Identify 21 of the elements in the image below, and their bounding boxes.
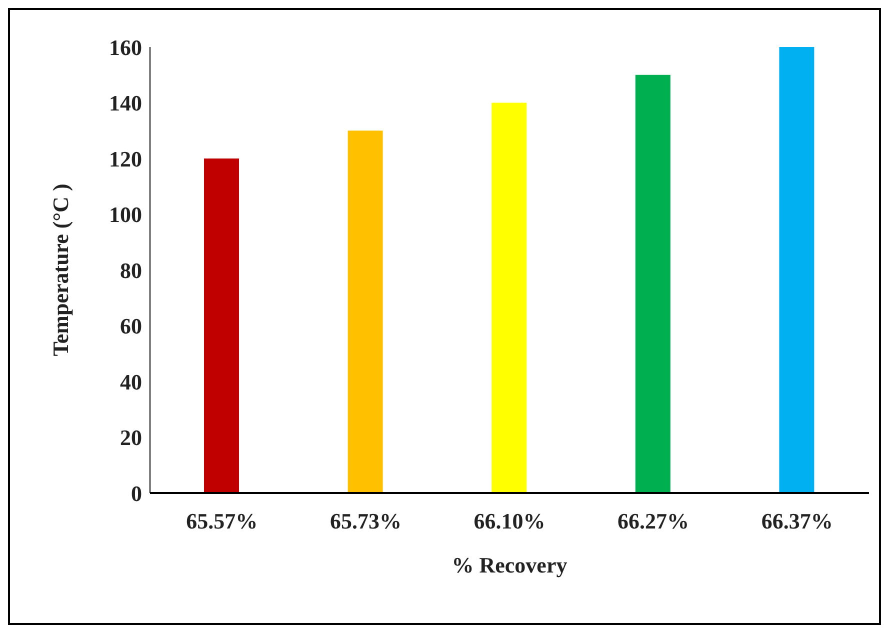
y-tick-label: 20 (120, 425, 142, 450)
bar (779, 47, 814, 493)
bar (204, 158, 239, 493)
x-tick-label: 66.27% (618, 508, 690, 534)
x-tick-label: 65.73% (330, 508, 402, 534)
bar (492, 102, 527, 493)
y-tick-label: 100 (109, 202, 142, 228)
x-tick-label: 66.37% (761, 508, 833, 534)
x-axis-title: % Recovery (452, 552, 568, 578)
x-tick-label: 65.57% (186, 508, 258, 534)
y-tick-label: 0 (131, 480, 142, 506)
y-tick-label: 80 (120, 258, 142, 283)
y-tick-label: 60 (120, 314, 142, 339)
y-tick-label: 140 (109, 90, 142, 116)
y-axis-title: Temperature (°C ) (48, 184, 73, 356)
x-tick-label: 66.10% (474, 508, 546, 534)
y-tick-label: 40 (120, 369, 142, 394)
y-tick-label: 160 (109, 34, 142, 60)
y-tick-label: 120 (109, 146, 142, 172)
bar (635, 74, 670, 493)
bar (348, 130, 383, 493)
